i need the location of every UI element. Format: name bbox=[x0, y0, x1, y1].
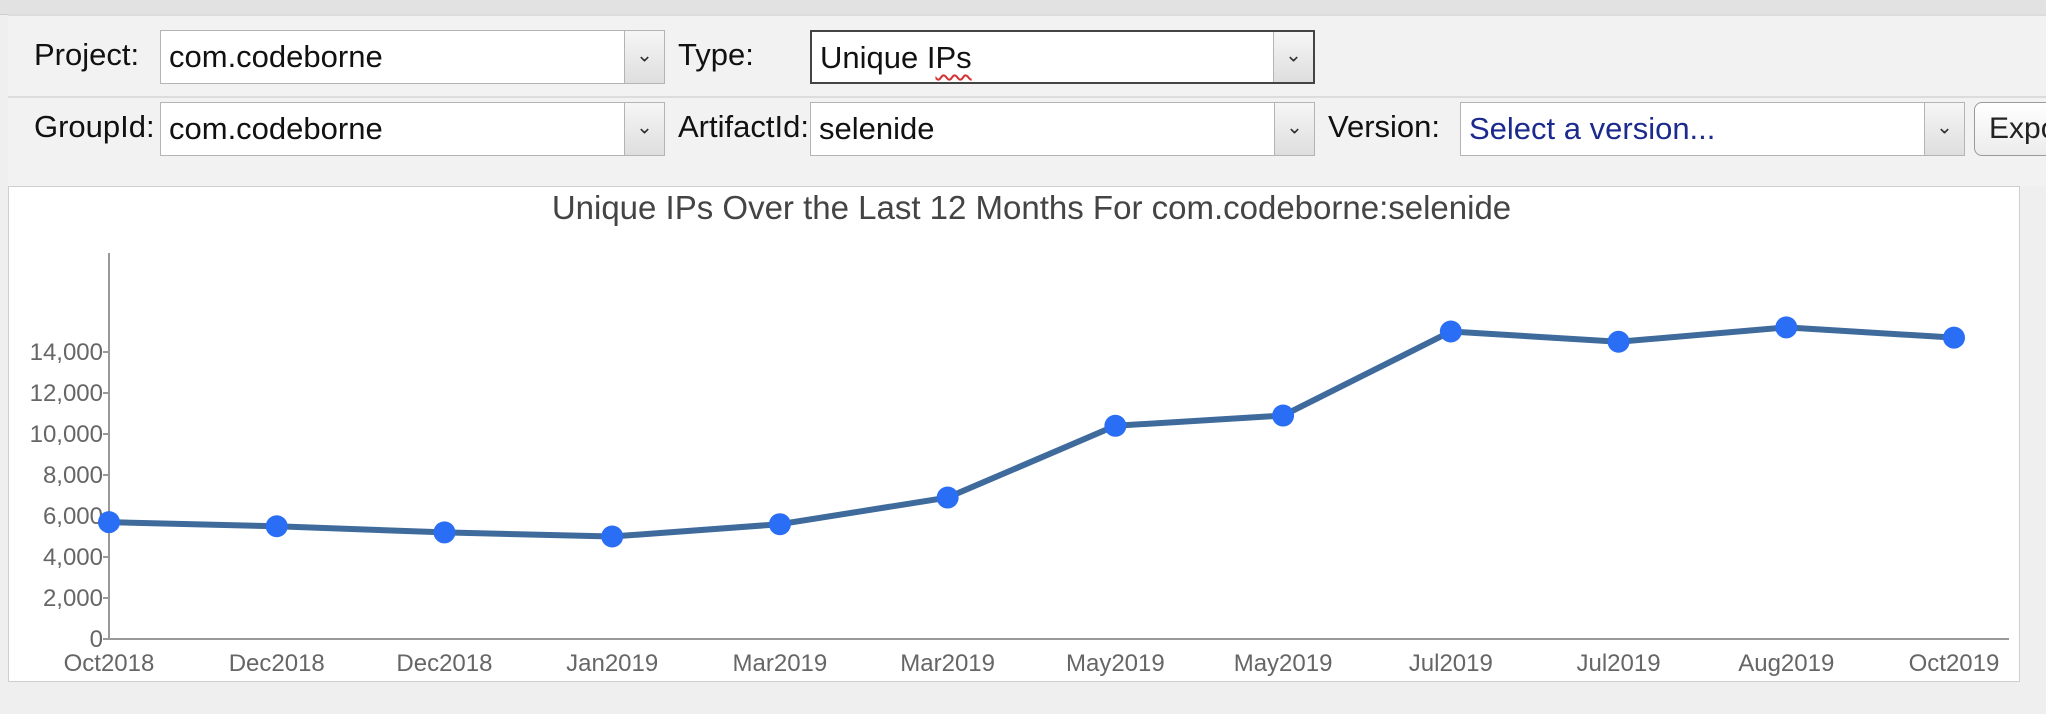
data-point bbox=[433, 521, 456, 544]
data-point bbox=[98, 511, 120, 534]
data-point bbox=[936, 486, 959, 509]
x-tick-label: Dec2018 bbox=[229, 650, 325, 677]
chevron-down-icon: ⌄ bbox=[636, 42, 653, 67]
y-tick-label: 0 bbox=[90, 626, 103, 653]
data-point bbox=[1943, 326, 1965, 349]
x-tick-label: Oct2019 bbox=[1909, 650, 2000, 677]
data-point bbox=[768, 513, 791, 536]
x-tick-label: May2019 bbox=[1234, 650, 1333, 677]
x-tick-label: Aug2019 bbox=[1738, 650, 1834, 677]
artifactid-label: ArtifactId: bbox=[678, 109, 809, 144]
project-dropdown-button[interactable]: ⌄ bbox=[624, 31, 664, 83]
y-tick-label: 8,000 bbox=[43, 462, 103, 489]
data-point bbox=[1272, 404, 1295, 427]
data-point bbox=[265, 515, 288, 538]
version-select[interactable]: Select a version... ⌄ bbox=[1460, 102, 1965, 156]
version-dropdown-button[interactable]: ⌄ bbox=[1924, 103, 1964, 155]
groupid-label: GroupId: bbox=[34, 109, 155, 144]
chart-title: Unique IPs Over the Last 12 Months For c… bbox=[552, 189, 1511, 226]
y-tick-label: 12,000 bbox=[30, 380, 103, 407]
chevron-down-icon: ⌄ bbox=[636, 114, 653, 139]
artifactid-select[interactable]: selenide ⌄ bbox=[810, 102, 1315, 156]
chevron-down-icon: ⌄ bbox=[1285, 42, 1302, 67]
artifactid-dropdown-button[interactable]: ⌄ bbox=[1274, 103, 1314, 155]
artifactid-value: selenide bbox=[819, 111, 935, 146]
x-tick-label: Mar2019 bbox=[733, 650, 828, 677]
x-tick-label: Jan2019 bbox=[566, 650, 658, 677]
type-label: Type: bbox=[678, 37, 754, 72]
chart-panel: Unique IPs Over the Last 12 Months For c… bbox=[8, 186, 2020, 682]
chevron-down-icon: ⌄ bbox=[1936, 114, 1953, 139]
x-tick-label: Mar2019 bbox=[900, 650, 995, 677]
project-type-row: Project: com.codeborne ⌄ Type: Unique IP… bbox=[8, 14, 2046, 96]
type-select[interactable]: Unique IPs ⌄ bbox=[810, 30, 1315, 84]
x-tick-label: Jul2019 bbox=[1409, 650, 1493, 677]
y-tick-label: 14,000 bbox=[30, 339, 103, 366]
data-point bbox=[1439, 320, 1462, 343]
type-value: Unique IPs bbox=[820, 32, 972, 84]
data-point bbox=[601, 525, 624, 548]
data-point bbox=[1775, 316, 1798, 339]
y-tick-label: 4,000 bbox=[43, 544, 103, 571]
chevron-down-icon: ⌄ bbox=[1286, 114, 1303, 139]
type-dropdown-button[interactable]: ⌄ bbox=[1273, 32, 1313, 82]
artifact-filter-row: GroupId: com.codeborne ⌄ ArtifactId: sel… bbox=[8, 96, 2046, 186]
groupid-dropdown-button[interactable]: ⌄ bbox=[624, 103, 664, 155]
groupid-value: com.codeborne bbox=[169, 111, 383, 146]
y-tick-label: 2,000 bbox=[43, 585, 103, 612]
type-value-spellcheck-mark: Ps bbox=[935, 40, 972, 75]
x-tick-label: May2019 bbox=[1066, 650, 1165, 677]
project-select[interactable]: com.codeborne ⌄ bbox=[160, 30, 665, 84]
data-point bbox=[1607, 330, 1630, 353]
x-tick-label: Jul2019 bbox=[1577, 650, 1661, 677]
y-tick-label: 10,000 bbox=[30, 421, 103, 448]
line-chart: Unique IPs Over the Last 12 Months For c… bbox=[30, 189, 2009, 677]
project-value: com.codeborne bbox=[169, 39, 383, 74]
data-point bbox=[1104, 414, 1127, 437]
type-value-main: Unique I bbox=[820, 40, 936, 75]
y-tick-label: 6,000 bbox=[43, 503, 103, 530]
top-toolbar-strip bbox=[0, 0, 2046, 15]
groupid-select[interactable]: com.codeborne ⌄ bbox=[160, 102, 665, 156]
export-button[interactable]: Expo bbox=[1974, 102, 2046, 156]
project-label: Project: bbox=[34, 37, 140, 72]
version-placeholder: Select a version... bbox=[1469, 111, 1716, 146]
series-line bbox=[106, 324, 1957, 540]
version-label: Version: bbox=[1328, 109, 1441, 144]
x-tick-label: Dec2018 bbox=[396, 650, 492, 677]
x-tick-label: Oct2018 bbox=[64, 650, 155, 677]
